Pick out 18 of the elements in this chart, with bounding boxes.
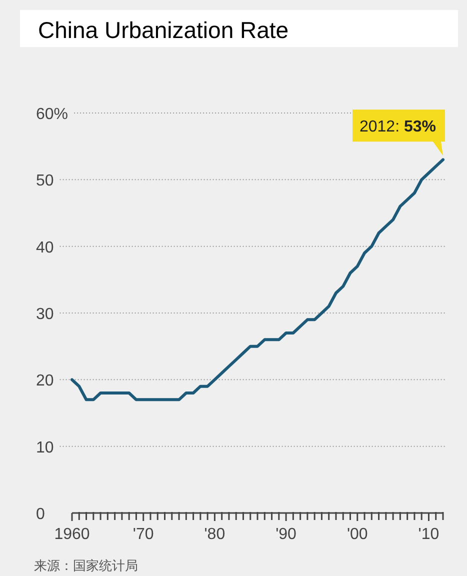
x-tick-label: '10 <box>418 526 440 543</box>
chart-title: China Urbanization Rate <box>38 17 289 43</box>
y-tick-label: 0 <box>36 506 45 523</box>
x-tick-label: '00 <box>346 526 368 543</box>
y-tick-label: 20 <box>36 372 54 390</box>
x-tick-label: '90 <box>276 526 297 543</box>
x-tick-label: '80 <box>204 526 226 543</box>
x-tick-label: 1960 <box>54 526 90 543</box>
y-tick-label: 10 <box>36 439 54 456</box>
y-tick-label: 60% <box>36 106 68 123</box>
y-tick-label: 30 <box>36 306 54 323</box>
line-series <box>70 158 444 402</box>
y-tick-label: 50 <box>36 172 54 190</box>
annotation: 2012: 53% <box>359 118 436 136</box>
callout: 2012: 53% <box>352 110 445 156</box>
y-tick-label: 40 <box>36 239 54 256</box>
source-note: 来源：国家统计局 <box>34 558 138 573</box>
x-tick-label: '70 <box>132 526 154 543</box>
